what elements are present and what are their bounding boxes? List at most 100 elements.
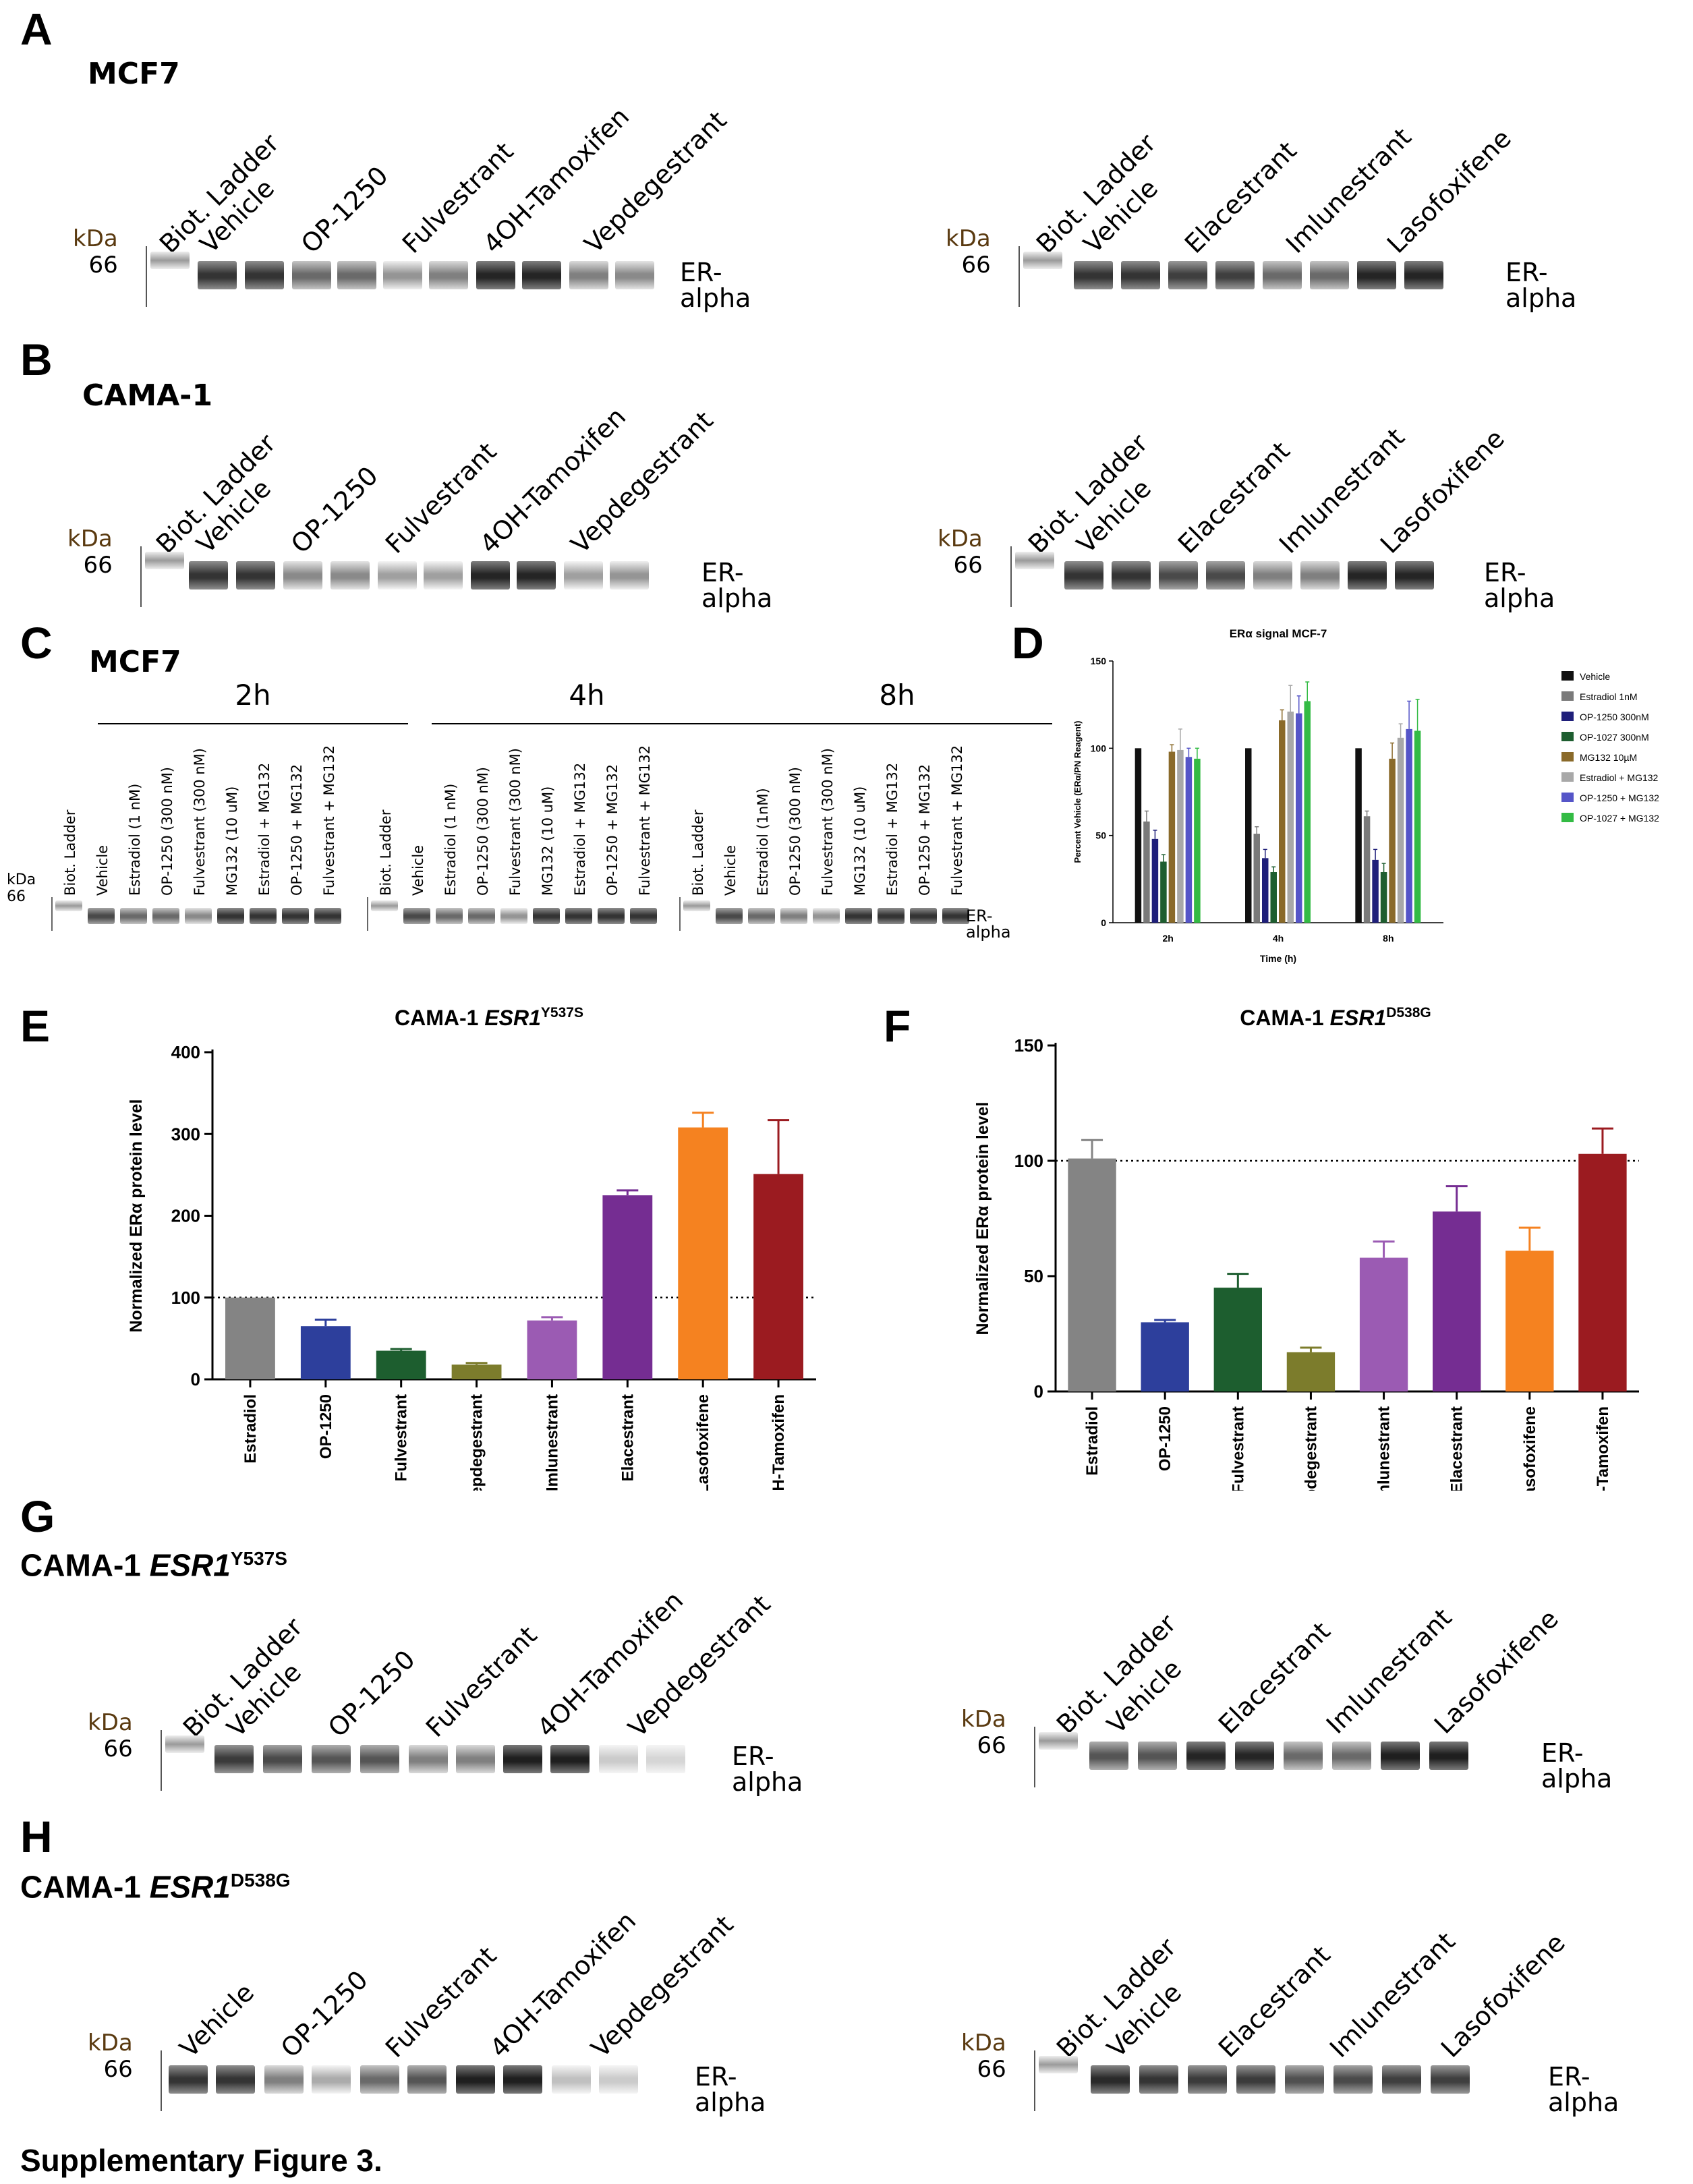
panel-c-timepoint-line [98,723,408,724]
panel-h-left-lane-label: Vehicle [173,1977,260,2063]
panel-c-lane-label: MG132 (10 uM) [540,786,556,896]
panel-h-left-band [407,2065,447,2094]
panel-g-left-axis-line [161,1730,162,1791]
panel-a-left-lane-label: OP-1250 [295,161,394,259]
panel-c-lane-label: OP-1250 (300 nM) [475,767,491,896]
panel-b-left-kda-label: kDa 66 [67,525,113,579]
panel-c-lane-label: Estradiol (1nM) [755,788,771,896]
panel-c-lane-label: Fulvestrant (300 nM) [820,748,836,896]
panel-g-right-band [1381,1742,1420,1770]
panel-d-y-tick-label: 150 [1091,656,1107,666]
panel-f-label: F [884,1001,911,1051]
panel-a-left-axis-line [146,246,147,307]
panel-c-lane-label: Biot. Ladder [378,809,394,896]
panel-c-lane-label: Fulvestrant (300 nM) [192,748,208,896]
panel-g-left-band [503,1745,542,1773]
panel-h-left-band [216,2065,255,2094]
panel-f-bar [1213,1288,1262,1391]
panel-e-bar [602,1195,653,1379]
panel-c-lane-label: OP-1250 + MG132 [604,764,621,896]
panel-a-left-kda-label: kDa 66 [73,225,118,279]
panel-g-left-band [599,1745,638,1773]
panel-h-right-band [1333,2065,1373,2094]
panel-d-legend-swatch [1561,732,1574,741]
panel-d-legend-label: Vehicle [1580,671,1610,682]
panel-g-left-band [165,1735,204,1753]
panel-d-bar [1380,871,1387,923]
panel-c-lane-label: Biot. Ladder [690,809,706,896]
panel-b-left-band [424,561,463,590]
panel-d-bar [1262,858,1269,923]
panel-a-right-kda-mw: 66 [961,252,991,279]
panel-f-x-tick-label: 4OH-Tamoxifen [1594,1406,1612,1491]
panel-e-chart: CAMA-1 ESR1Y537S 0 100 200 300 400 Normalized … [127,1005,816,1491]
panel-c-title: MCF7 [89,645,181,679]
panel-a-right-band [1310,261,1349,289]
panel-a-left-band [245,261,284,289]
panel-b-left-band [378,561,417,590]
panel-d-bar [1151,838,1159,923]
panel-e-y-tick-label: 300 [171,1124,200,1144]
panel-h-left-band [264,2065,304,2094]
panel-d-y-tick-label: 50 [1095,830,1106,841]
panel-a-right-band [1074,261,1113,289]
panel-c-band [185,908,212,924]
panel-g-right-band [1284,1742,1323,1770]
panel-e-x-tick-label: Fulvestrant [393,1394,411,1481]
panel-d-y-tick-label: 0 [1101,917,1106,928]
panel-a-left-band [522,261,561,289]
panel-c-band [630,908,657,924]
panel-c-band [217,908,244,924]
panel-c-band [152,908,179,924]
panel-d-legend-swatch [1561,691,1574,701]
panel-c-timepoint-label: 4h [569,679,605,712]
panel-h-right-kda-mw: 66 [977,2056,1006,2084]
panel-h-right-band [1431,2065,1470,2094]
panel-d-legend-label: OP-1250 + MG132 [1580,793,1659,803]
panel-h-title: CAMA-1 ESR1D538G [20,1869,291,1905]
panel-g-right-kda-label: kDa 66 [961,1706,1006,1759]
panel-h-label: H [20,1812,53,1862]
panel-a-right-axis-line [1018,246,1020,307]
panel-b-right-band [1300,561,1340,590]
panel-f-chart: CAMA-1 ESR1D538G 0 50 100 150 Normalized ERα … [973,1005,1639,1491]
panel-d-y-label: Percent Vehicle (ERα/PN Reagent) [1072,720,1083,863]
panel-c-band [314,908,341,924]
panel-d-bar [1304,701,1311,923]
panel-c-band [500,908,527,924]
panel-b-right-kda-label: kDa 66 [938,525,983,579]
panel-d-legend-swatch [1561,671,1574,681]
panel-f-y-tick-label: 0 [1034,1381,1043,1402]
panel-c-band [371,900,398,911]
panel-d-bar [1406,728,1412,923]
panel-c-lane-label: MG132 (10 uM) [852,786,868,896]
panel-f-x-tick-label: Elacestrant [1448,1406,1466,1491]
panel-b-left-lane-label: OP-1250 [285,461,384,559]
panel-g-left-band [312,1745,351,1773]
panel-d-bar [1135,748,1142,923]
panel-d-x-tick-label: 2h [1162,933,1173,944]
panel-c-kda-label: kDa 66 [7,871,36,906]
panel-e-x-tick-label: Imlunestrant [543,1394,561,1491]
panel-d-legend-label: Estradiol + MG132 [1580,772,1659,783]
panel-g-right-band [1089,1742,1128,1770]
panel-c-lane-label: Estradiol + MG132 [884,762,900,896]
panel-d-bar [1270,871,1277,923]
panel-a-left-band [383,261,422,289]
panel-g-right-kda-unit: kDa [961,1706,1006,1733]
panel-d-label: D [1012,618,1044,668]
panel-c-band [120,908,147,924]
panel-d-bar [1160,861,1167,923]
panel-a-left-protein-label: ER-alpha [680,258,751,313]
panel-a-right-band [1121,261,1160,289]
panel-e-bar [678,1127,728,1379]
panel-c-timepoint-line [742,723,1052,724]
panel-c-lane-label: Fulvestrant (300 nM) [507,748,523,896]
panel-b-left-kda-unit: kDa [67,525,113,552]
panel-d-bar [1253,834,1260,923]
panel-b-right-band [1348,561,1387,590]
panel-a-right-kda-label: kDa 66 [946,225,991,279]
panel-g-left-lane-label: Fulvestrant [420,1620,543,1743]
panel-a-right-protein-label: ER-alpha [1505,258,1577,313]
panel-h-right-band [1188,2065,1227,2094]
